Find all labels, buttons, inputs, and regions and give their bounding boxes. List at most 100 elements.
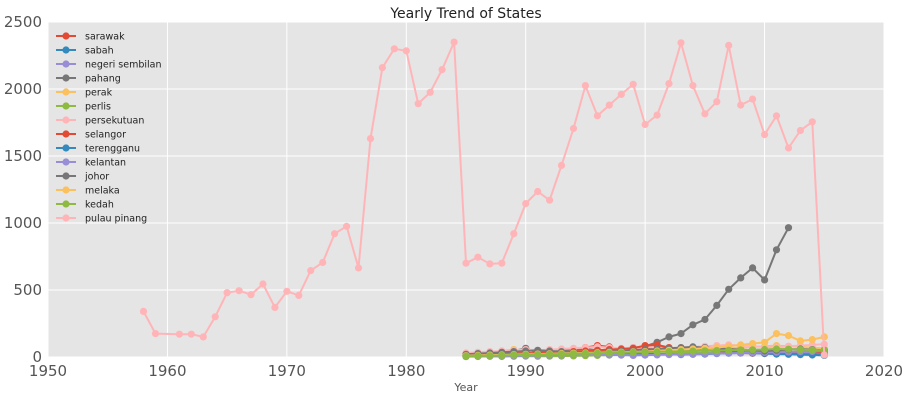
data-point (641, 120, 649, 129)
data-point (139, 307, 148, 315)
legend-item: persekutuan (56, 116, 144, 127)
data-point (617, 90, 625, 98)
data-point (462, 259, 470, 267)
legend-item: pulau pinang (56, 214, 147, 225)
data-point (438, 66, 446, 74)
data-point (653, 348, 661, 356)
data-point (474, 253, 482, 261)
legend-item: negeri sembilan (56, 60, 162, 71)
y-tick-label: 0 (32, 348, 42, 366)
legend-item: sabah (56, 46, 114, 57)
data-point (569, 124, 578, 133)
data-point (808, 346, 816, 354)
data-point (749, 346, 757, 354)
legend-marker (62, 186, 70, 194)
legend-item: terengganu (56, 144, 140, 155)
data-point (749, 95, 757, 103)
legend-item: perlis (56, 102, 111, 113)
series-kedah (462, 345, 828, 360)
data-point (784, 224, 793, 232)
data-point (331, 230, 339, 238)
data-point (247, 291, 255, 299)
data-point (701, 315, 709, 324)
legend-marker (62, 200, 70, 208)
data-point (713, 98, 721, 106)
legend-label: kelantan (85, 158, 126, 169)
legend-item: melaka (56, 186, 120, 197)
legend-label: melaka (85, 186, 120, 197)
data-point (784, 144, 793, 152)
data-point (295, 291, 303, 299)
data-point (581, 349, 590, 358)
grid-lines (47, 21, 885, 358)
data-point (546, 196, 554, 204)
data-point (796, 337, 805, 345)
data-point (366, 135, 375, 143)
legend-marker (62, 60, 70, 68)
data-point (749, 340, 757, 348)
x-axis-label: Year (453, 381, 478, 394)
data-point (629, 348, 637, 356)
data-point (796, 126, 805, 135)
y-tick-label: 1500 (4, 147, 42, 165)
data-point (462, 352, 470, 360)
data-point (450, 38, 458, 46)
plot-area (48, 22, 884, 357)
data-point (498, 351, 506, 359)
data-point (486, 260, 494, 268)
data-point (557, 161, 566, 169)
chart-title: Yearly Trend of States (389, 6, 541, 22)
legend-item: kelantan (56, 158, 126, 169)
data-point (796, 346, 805, 354)
legend-marker (62, 214, 70, 222)
legend-item: pahang (56, 74, 121, 85)
data-point (402, 47, 410, 55)
data-point (211, 313, 219, 321)
data-point (486, 352, 494, 360)
series-pulau-pinang (139, 38, 828, 359)
legend-label: pahang (85, 74, 121, 85)
legend-marker (62, 32, 70, 40)
legend-label: pulau pinang (85, 214, 147, 225)
data-point (354, 264, 363, 272)
data-point (641, 348, 649, 356)
data-point (737, 341, 745, 349)
x-tick-labels: 1950 1960 1970 1980 1990 2000 2010 2020 (29, 362, 903, 380)
data-point (605, 101, 613, 109)
legend-marker (62, 116, 70, 124)
data-point (653, 111, 661, 119)
data-point (187, 330, 195, 338)
data-point (820, 351, 828, 359)
data-point (593, 349, 602, 357)
data-point (307, 267, 315, 275)
legend-marker (62, 130, 70, 138)
legend-label: kedah (85, 200, 114, 211)
legend-marker (62, 74, 70, 82)
data-point (581, 82, 590, 90)
data-point (629, 80, 637, 88)
data-point (761, 276, 769, 284)
data-point (725, 285, 733, 293)
data-point (725, 41, 733, 50)
data-point (701, 110, 709, 118)
legend-label: perlis (85, 102, 111, 113)
data-point (534, 351, 542, 359)
data-point (772, 330, 781, 338)
data-point (772, 345, 781, 353)
data-point (498, 259, 506, 267)
data-point (426, 88, 434, 96)
legend-label: negeri sembilan (85, 60, 162, 71)
data-point (390, 45, 398, 53)
x-tick-label: 2020 (865, 362, 903, 380)
data-point (737, 274, 745, 282)
data-point (713, 301, 721, 309)
legend-label: selangor (85, 130, 126, 141)
data-point (725, 346, 733, 354)
x-tick-label: 1990 (507, 362, 545, 380)
data-point (761, 338, 769, 346)
data-point (677, 330, 685, 338)
legend: sarawak sabah negeri sembilan pahang perak pe… (56, 32, 162, 225)
data-point (343, 222, 351, 230)
